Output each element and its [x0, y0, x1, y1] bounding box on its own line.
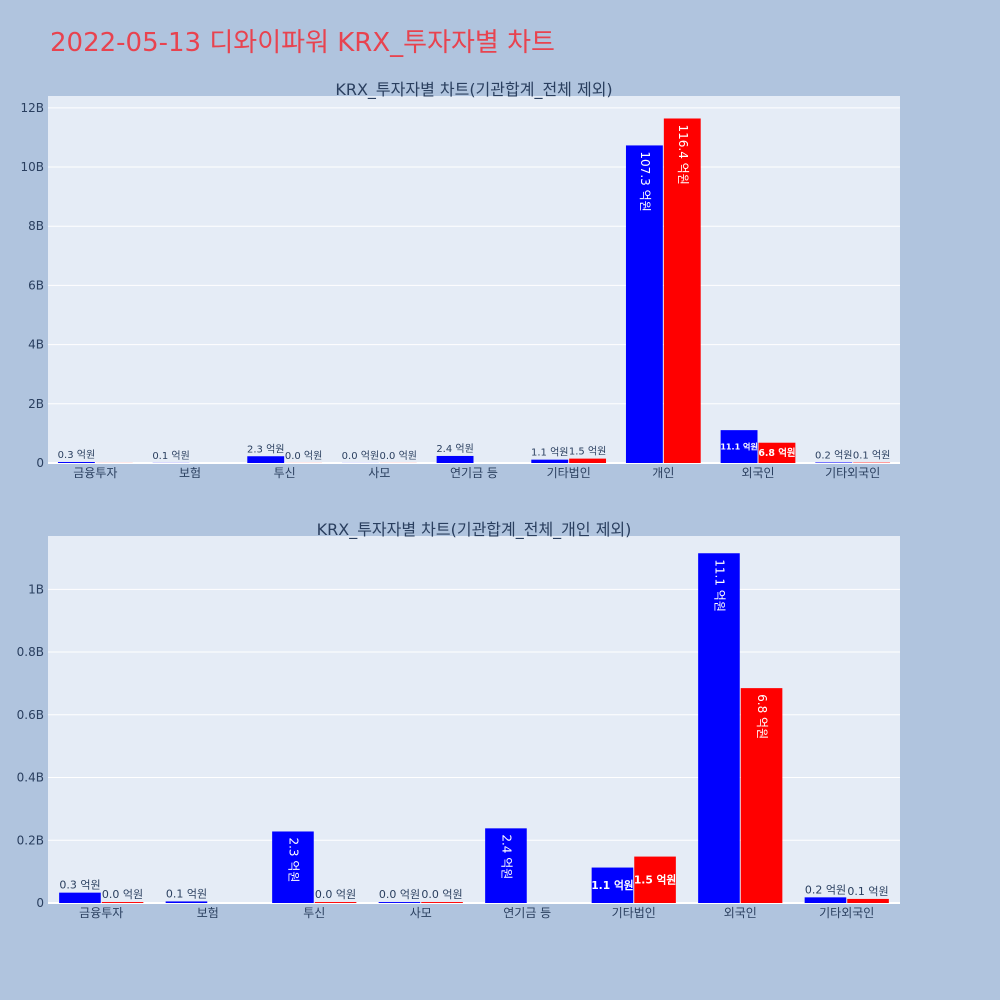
- x-tick-label: 개인: [652, 466, 674, 480]
- y-tick-label: 4B: [28, 338, 44, 352]
- y-tick-label: 2B: [28, 397, 44, 411]
- data-label: 1.1 억원: [591, 879, 633, 892]
- bar: [698, 553, 740, 903]
- data-label: 1.5 억원: [569, 446, 606, 458]
- data-label: 107.3 억원: [638, 151, 652, 211]
- bar: [485, 828, 527, 903]
- x-tick-label: 외국인: [724, 906, 757, 920]
- bar: [314, 902, 357, 903]
- bar: [165, 901, 208, 903]
- y-tick-label: 6B: [28, 278, 44, 292]
- y-tick-label: 0.2B: [17, 833, 44, 847]
- chart-title: KRX_투자자별 차트(기관합계_전체_개인 제외): [317, 520, 632, 540]
- data-label: 6.8 억원: [755, 694, 769, 739]
- x-tick-label: 투신: [274, 466, 296, 480]
- data-label: 0.1 억원: [847, 885, 888, 898]
- bar: [436, 455, 474, 463]
- x-tick-label: 기타외국인: [825, 466, 880, 480]
- x-tick-label: 보험: [197, 906, 219, 920]
- bar: [720, 430, 758, 463]
- x-tick-label: 투신: [303, 906, 325, 920]
- data-label: 1.1 억원: [531, 447, 568, 459]
- data-label: 0.0 억원: [315, 888, 356, 901]
- data-label: 0.3 억원: [58, 449, 95, 461]
- x-tick-label: 기타법인: [547, 466, 591, 480]
- y-tick-label: 0: [36, 456, 44, 470]
- x-tick-label: 금융투자: [79, 906, 123, 920]
- x-tick-label: 외국인: [741, 466, 774, 480]
- data-label: 11.1 억원: [712, 559, 726, 612]
- y-tick-label: 0.8B: [17, 645, 44, 659]
- bar: [101, 902, 144, 903]
- x-tick-label: 기타외국인: [819, 906, 874, 920]
- data-label: 116.4 억원: [676, 124, 690, 184]
- y-tick-label: 0.6B: [17, 708, 44, 722]
- bar: [272, 831, 314, 903]
- bar: [591, 867, 634, 903]
- data-label: 0.0 억원: [285, 450, 322, 462]
- bar: [378, 902, 421, 903]
- y-tick-label: 10B: [20, 160, 44, 174]
- data-label: 0.2 억원: [815, 449, 852, 461]
- x-tick-label: 사모: [368, 466, 390, 480]
- bar: [740, 688, 783, 903]
- data-label: 6.8 억원: [758, 447, 795, 459]
- data-label: 0.1 억원: [853, 450, 890, 462]
- chart-2: 0 0.2B 0.4B 0.6B 0.8B 1B KRX_투자자별 차트(기관합계_전체_개…: [17, 520, 900, 920]
- data-label: 0.0 억원: [421, 888, 462, 901]
- y-tick-label: 1B: [28, 582, 44, 596]
- data-label: 0.3 억원: [59, 879, 100, 892]
- y-tick-label: 12B: [20, 101, 44, 115]
- chart-title: KRX_투자자별 차트(기관합계_전체 제외): [335, 80, 612, 100]
- data-label: 0.0 억원: [379, 888, 420, 901]
- data-label: 2.4 억원: [436, 443, 473, 455]
- bar: [247, 456, 285, 463]
- bar: [57, 462, 95, 463]
- data-label: 11.1 억원: [720, 441, 757, 451]
- x-tick-label: 기타법인: [612, 906, 656, 920]
- data-label: 0.1 억원: [166, 887, 207, 900]
- data-label: 0.1 억원: [152, 450, 189, 462]
- chart-1: 0 2B 4B 6B 8B 10B 12B KRX_투자자별 차트(기관합계_전체 제외) 금융…: [20, 80, 900, 480]
- bar: [421, 902, 463, 903]
- data-label: 0.0 억원: [102, 888, 143, 901]
- x-tick-label: 보험: [179, 466, 201, 480]
- data-label: 0.2 억원: [805, 883, 846, 896]
- data-label: 0.0 억원: [342, 450, 379, 462]
- bar: [815, 462, 853, 463]
- x-tick-label: 금융투자: [73, 466, 117, 480]
- bar: [804, 897, 847, 903]
- bar: [569, 458, 607, 463]
- data-label: 0.0 억원: [380, 450, 417, 462]
- x-tick-label: 연기금 등: [503, 906, 551, 920]
- data-label: 2.3 억원: [286, 837, 300, 882]
- bar: [59, 892, 101, 903]
- page-title: 2022-05-13 디와이파워 KRX_투자자별 차트: [50, 28, 555, 58]
- plot-area: [48, 96, 900, 463]
- y-tick-label: 0: [36, 896, 44, 910]
- x-tick-label: 연기금 등: [450, 466, 498, 480]
- bar: [758, 442, 796, 463]
- bar: [531, 459, 569, 463]
- y-tick-label: 8B: [28, 219, 44, 233]
- bar: [625, 145, 663, 463]
- data-label: 2.3 억원: [247, 443, 284, 455]
- y-tick-label: 0.4B: [17, 771, 44, 785]
- bar: [847, 898, 889, 903]
- x-tick-label: 사모: [410, 906, 432, 920]
- bar: [634, 856, 676, 903]
- bar: [663, 118, 701, 464]
- data-label: 2.4 억원: [499, 834, 513, 879]
- data-label: 1.5 억원: [634, 873, 676, 886]
